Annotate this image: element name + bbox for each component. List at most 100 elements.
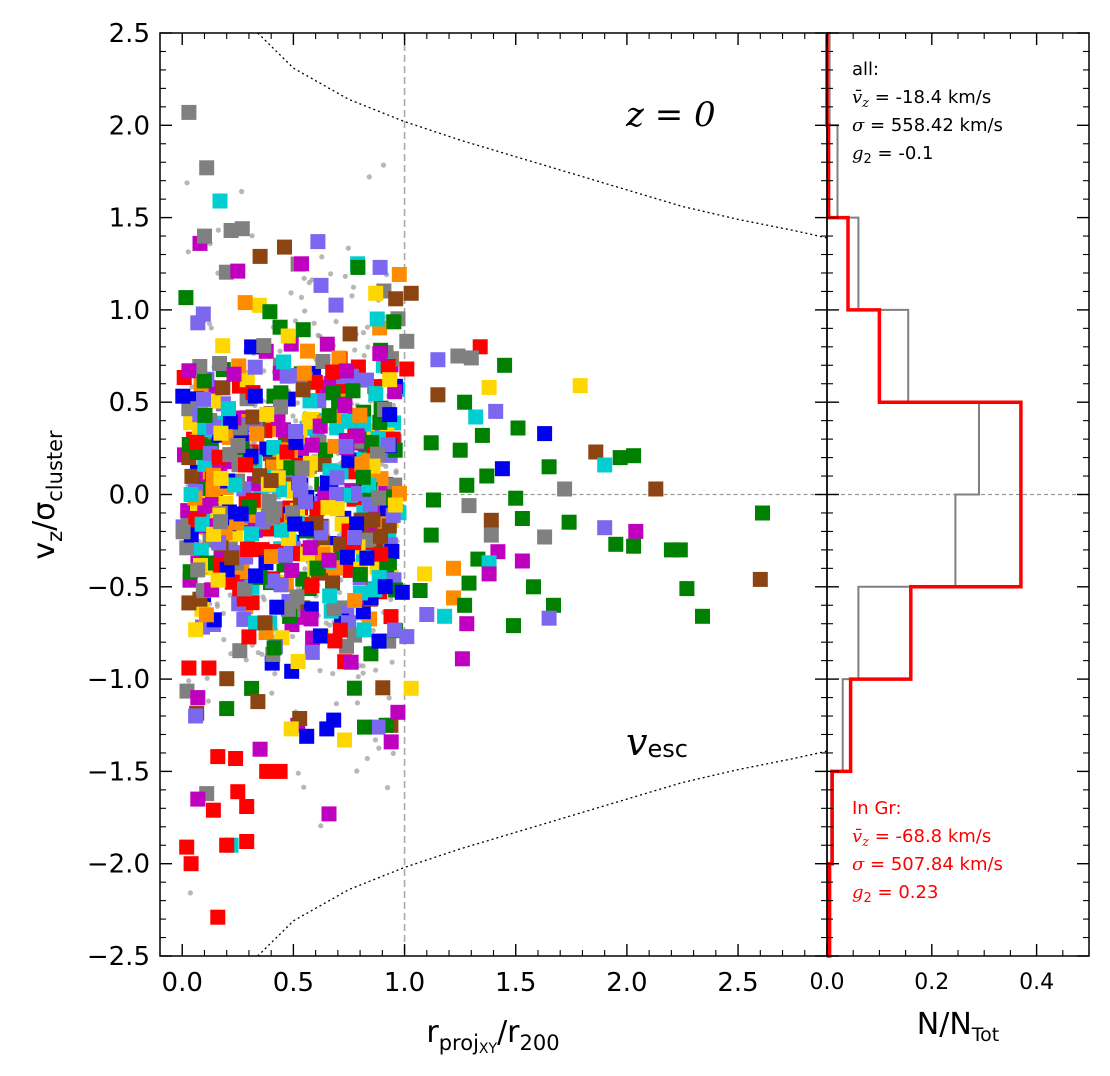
background-galaxy-point	[301, 275, 307, 281]
group-member-point	[403, 285, 419, 301]
group-member-point	[368, 285, 384, 301]
background-galaxy-point	[290, 633, 296, 640]
y-tick-label: −1.5	[87, 757, 150, 787]
x-tick-label: 0.0	[162, 968, 203, 998]
histogram-x-tick-label: 0.2	[914, 970, 949, 995]
group-member-point	[210, 572, 226, 588]
group-member-point	[506, 618, 521, 634]
group-member-point	[296, 365, 312, 381]
group-member-point	[369, 311, 385, 327]
group-member-point	[648, 481, 664, 497]
background-galaxy-point	[376, 745, 382, 751]
histogram-panel: 0.0 0.2 0.4 N/NTot all: v̄z = -18.4 km/s σ…	[810, 32, 1090, 1046]
group-member-point	[245, 409, 261, 425]
group-member-point	[514, 511, 530, 526]
y-axis-label: vz/σcluster	[27, 430, 67, 560]
group-member-point	[417, 566, 433, 582]
group-member-point	[510, 420, 526, 436]
group-member-point	[497, 357, 513, 373]
background-galaxy-point	[255, 650, 261, 656]
histogram-frame	[826, 32, 1090, 957]
group-member-point	[454, 651, 470, 667]
background-galaxy-point	[220, 610, 226, 617]
group-member-point	[288, 424, 304, 439]
background-galaxy-point	[317, 668, 323, 674]
group-member-point	[276, 354, 292, 370]
group-member-point	[320, 500, 336, 516]
group-member-point	[205, 802, 221, 818]
group-member-point	[474, 427, 490, 443]
group-member-point	[373, 546, 389, 562]
group-member-point	[212, 356, 228, 371]
background-galaxy-point	[337, 589, 343, 596]
group-member-point	[194, 516, 210, 532]
x-tick-label: 0.5	[273, 968, 314, 998]
group-member-point	[266, 440, 282, 455]
background-galaxy-point	[328, 271, 334, 277]
group-member-point	[370, 719, 386, 735]
group-member-point	[328, 297, 344, 313]
background-galaxy-point	[386, 695, 392, 701]
background-galaxy-point	[293, 418, 299, 424]
y-tick-label: 1.5	[109, 204, 150, 234]
background-galaxy-point	[277, 348, 283, 354]
group-member-point	[201, 660, 217, 676]
group-member-point	[218, 264, 234, 280]
group-member-point	[196, 373, 212, 389]
group-member-point	[294, 460, 310, 476]
group-member-point	[224, 550, 240, 566]
group-member-point	[526, 579, 541, 595]
group-member-point	[210, 909, 226, 925]
group-member-point	[219, 837, 235, 853]
group-member-point	[190, 791, 206, 807]
group-member-point	[248, 568, 264, 584]
background-galaxy-point	[360, 670, 366, 676]
group-member-point	[321, 552, 337, 568]
group-member-point	[377, 579, 393, 595]
group-member-point	[350, 259, 366, 275]
background-galaxy-point	[302, 566, 308, 572]
group-member-point	[695, 608, 710, 624]
background-galaxy-point	[228, 651, 234, 657]
background-galaxy-point	[318, 823, 324, 829]
group-member-point	[228, 751, 244, 766]
background-galaxy-point	[290, 413, 296, 419]
group-member-point	[391, 267, 407, 282]
group-member-point	[352, 407, 368, 423]
background-galaxy-point	[333, 701, 339, 707]
y-tick-label: −2.0	[87, 850, 150, 880]
redshift-label: z = 0	[625, 95, 716, 135]
group-member-point	[457, 597, 473, 613]
escape-velocity-curves	[257, 33, 827, 956]
group-member-point	[557, 481, 573, 497]
group-member-point	[181, 363, 197, 379]
group-member-point	[237, 295, 253, 311]
group-member-point	[459, 616, 475, 632]
group-member-point	[215, 380, 231, 396]
group-member-point	[303, 611, 319, 627]
background-galaxy-point	[187, 890, 193, 896]
group-member-point	[252, 741, 268, 757]
group-members	[175, 104, 770, 925]
group-member-point	[483, 512, 499, 528]
background-galaxy-point	[373, 667, 379, 673]
reference-lines	[403, 33, 827, 956]
group-member-point	[263, 549, 279, 564]
group-member-point	[215, 338, 231, 354]
group-member-point	[230, 263, 246, 279]
group-member-point	[252, 248, 268, 264]
group-member-point	[356, 622, 372, 638]
group-member-point	[300, 343, 315, 359]
group-member-point	[412, 583, 428, 598]
group-member-point	[230, 784, 246, 800]
group-member-point	[239, 372, 255, 388]
all-stats-box: all: v̄z = -18.4 km/s σ = 558.42 km/s g2…	[852, 59, 1003, 167]
group-member-point	[326, 601, 342, 617]
group-member-point	[181, 595, 197, 611]
group-member-point	[338, 439, 354, 454]
background-galaxy-point	[330, 671, 336, 677]
background-galaxy-point	[384, 785, 391, 791]
background-galaxy-point	[243, 657, 249, 663]
group-member-point	[265, 509, 281, 525]
